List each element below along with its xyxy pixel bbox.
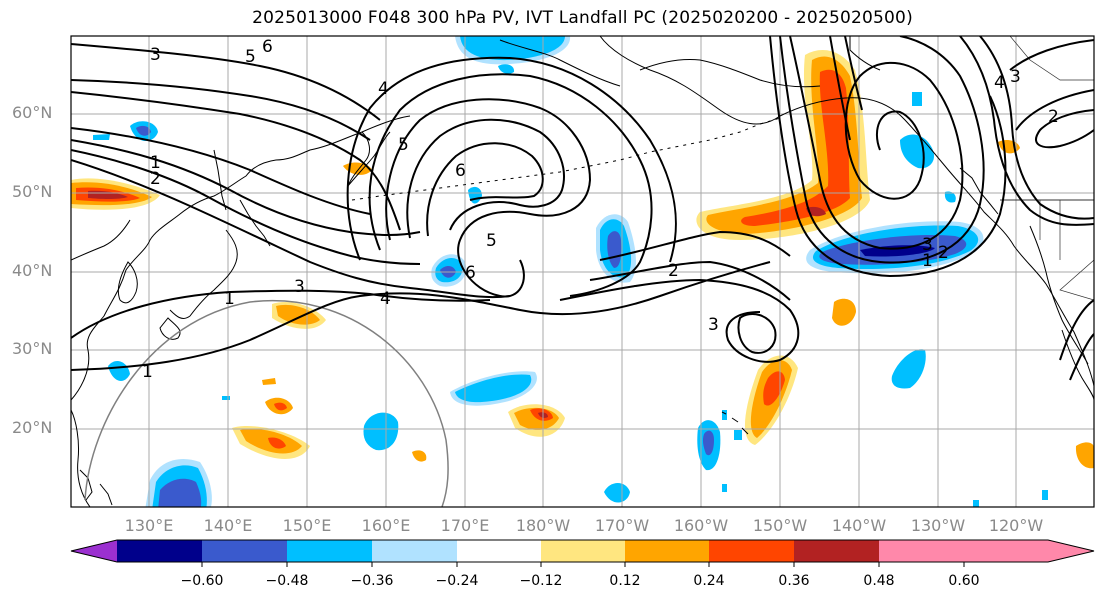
contour-label: 3 bbox=[1010, 67, 1021, 87]
colorbar-extend-low bbox=[71, 540, 117, 562]
contour-label: 4 bbox=[994, 73, 1005, 93]
map-title: 2025013000 F048 300 hPa PV, IVT Landfall… bbox=[252, 8, 913, 28]
contour-label: 3 bbox=[150, 45, 161, 65]
colorbar-extend-high bbox=[964, 540, 1094, 562]
lon-label: 150°E bbox=[282, 516, 332, 535]
contour-label: 2 bbox=[668, 261, 679, 281]
colorbar-bin bbox=[457, 540, 541, 562]
contour-label: 1 bbox=[142, 362, 153, 382]
landfall-region-circle bbox=[84, 299, 449, 507]
contour-label: 3 bbox=[708, 315, 719, 335]
contour-label: 1 bbox=[922, 251, 933, 271]
colorbar-bin bbox=[625, 540, 709, 562]
contour-label: 1 bbox=[224, 289, 235, 309]
contour-label: 2 bbox=[938, 243, 949, 263]
colorbar-tick-label: −0.36 bbox=[350, 573, 394, 589]
contour-label: 2 bbox=[1048, 107, 1059, 127]
colorbar-tick-label: 0.60 bbox=[948, 573, 980, 589]
colorbar-bin bbox=[202, 540, 287, 562]
lon-label: 130°W bbox=[910, 516, 966, 535]
lon-label: 170°E bbox=[440, 516, 490, 535]
lon-label: 120°W bbox=[988, 516, 1044, 535]
colorbar-tick-label: −0.48 bbox=[265, 573, 309, 589]
contour-label: 3 bbox=[294, 277, 305, 297]
pv-contours bbox=[71, 36, 1094, 381]
colorbar-tick-label: 0.24 bbox=[693, 573, 725, 589]
map-frame bbox=[70, 35, 1095, 508]
colorbar-tick-label: −0.12 bbox=[519, 573, 563, 589]
colorbar-bin bbox=[117, 540, 202, 562]
colorbar-bin bbox=[372, 540, 457, 562]
colorbar-tick-label: 0.12 bbox=[609, 573, 641, 589]
contour-label: 5 bbox=[398, 135, 409, 155]
contour-label: 2 bbox=[150, 169, 161, 189]
contour-label: 5 bbox=[245, 47, 256, 67]
lat-label: 50°N bbox=[12, 182, 53, 201]
contour-label: 5 bbox=[486, 231, 497, 251]
contour-label: 3 bbox=[922, 235, 933, 255]
colorbar-tick-label: −0.60 bbox=[180, 573, 224, 589]
colorbar-bin bbox=[541, 540, 625, 562]
colorbar-bin bbox=[709, 540, 794, 562]
lat-label: 60°N bbox=[12, 103, 53, 122]
colorbar-tick-label: 0.36 bbox=[778, 573, 810, 589]
contour-label: 4 bbox=[378, 79, 389, 99]
lon-label: 140°W bbox=[831, 516, 887, 535]
colorbar-bin bbox=[794, 540, 879, 562]
contour-label: 4 bbox=[380, 289, 391, 309]
lon-label: 160°W bbox=[673, 516, 729, 535]
lon-label: 170°W bbox=[594, 516, 650, 535]
contour-label: 1 bbox=[150, 153, 161, 173]
lon-label: 150°W bbox=[752, 516, 808, 535]
colorbar-tick-label: −0.24 bbox=[435, 573, 479, 589]
lon-label: 130°E bbox=[124, 516, 174, 535]
lon-label: 160°E bbox=[361, 516, 411, 535]
contour-label: 6 bbox=[455, 161, 466, 181]
contour-labels: 1 1 1 2 3 4 3 5 6 4 5 6 5 6 2 3 3 1 2 4 … bbox=[142, 37, 1059, 382]
colorbar-tick-label: 0.48 bbox=[863, 573, 895, 589]
colorbar-bin bbox=[287, 540, 372, 562]
lon-label: 180°W bbox=[515, 516, 571, 535]
lon-label: 140°E bbox=[203, 516, 253, 535]
lat-label: 30°N bbox=[12, 339, 53, 358]
contour-label: 6 bbox=[262, 37, 273, 57]
lat-label: 40°N bbox=[12, 261, 53, 280]
colorbar bbox=[70, 539, 1095, 567]
contour-label: 6 bbox=[465, 263, 476, 283]
lat-label: 20°N bbox=[12, 418, 53, 437]
colorbar-bin bbox=[879, 540, 964, 562]
